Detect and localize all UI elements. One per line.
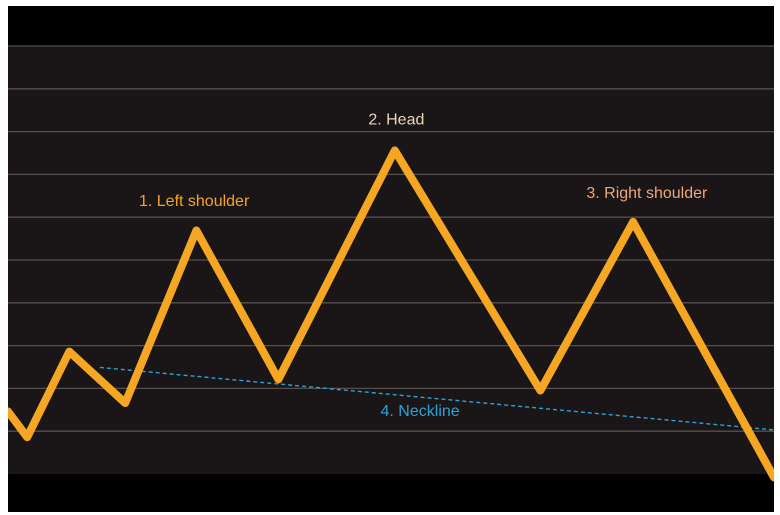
annotation-head: 2. Head (368, 111, 424, 128)
annotations: 1. Left shoulder 2. Head 3. Right should… (139, 111, 708, 420)
price-layer (8, 146, 774, 482)
gridlines (8, 45, 774, 432)
head-and-shoulders-chart: 1. Left shoulder 2. Head 3. Right should… (8, 45, 774, 482)
neckline-layer (99, 366, 774, 431)
annotation-neckline: 4. Neckline (381, 403, 460, 420)
price-line (8, 146, 774, 482)
annotation-left-shoulder: 1. Left shoulder (139, 193, 250, 210)
neckline (99, 366, 774, 431)
annotation-right-shoulder: 3. Right shoulder (586, 185, 708, 202)
